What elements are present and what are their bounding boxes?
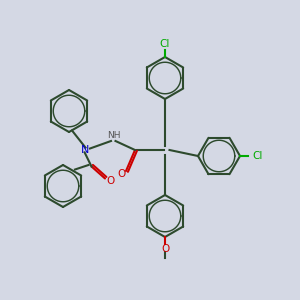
- Text: O: O: [106, 176, 115, 186]
- Text: Cl: Cl: [160, 38, 170, 49]
- Text: NH: NH: [107, 130, 121, 140]
- Text: O: O: [117, 169, 126, 179]
- Text: O: O: [161, 244, 169, 254]
- Text: Cl: Cl: [253, 151, 263, 161]
- Text: N: N: [81, 145, 90, 155]
